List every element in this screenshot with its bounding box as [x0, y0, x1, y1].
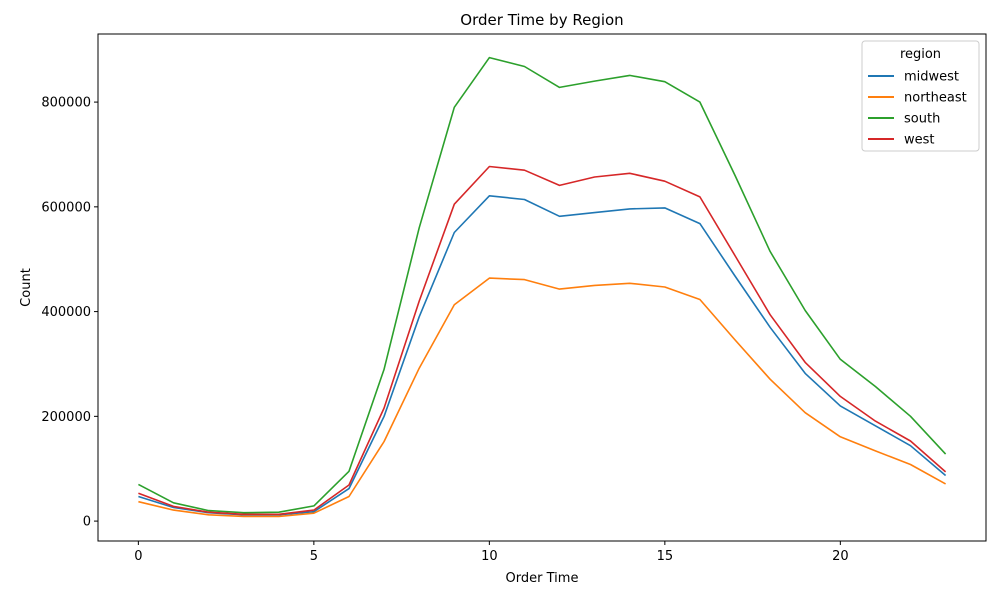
chart-title: Order Time by Region [460, 11, 623, 29]
legend-items: midwest northeast south west [868, 70, 967, 148]
y-tick-label: 400000 [41, 305, 91, 320]
x-axis: 0 5 10 15 20 [134, 541, 849, 564]
legend-box [861, 40, 980, 152]
y-axis-label: Count [19, 268, 34, 307]
legend-label: midwest [904, 70, 959, 85]
series-line-south [138, 56, 947, 514]
series-line-west [138, 165, 947, 516]
legend-title: region [900, 47, 941, 62]
legend-item-west: west [868, 133, 935, 148]
x-axis-label: Order Time [506, 571, 579, 586]
x-tick-label: 20 [832, 549, 849, 564]
y-tick-label: 600000 [41, 200, 91, 215]
plot-area-frame [97, 33, 987, 542]
legend-item-northeast: northeast [868, 91, 967, 106]
y-tick-label: 800000 [41, 96, 91, 111]
legend-item-south: south [868, 112, 940, 127]
legend-label: south [904, 112, 940, 127]
series-line-northeast [138, 277, 946, 518]
series-line-midwest [138, 195, 947, 516]
x-tick-label: 0 [134, 549, 142, 564]
y-axis: 0 200000 400000 600000 800000 [41, 96, 98, 530]
y-tick-label: 200000 [41, 410, 91, 425]
legend-label: west [904, 133, 935, 148]
x-tick-label: 5 [310, 549, 318, 564]
legend-label: northeast [904, 91, 967, 106]
x-tick-label: 10 [481, 549, 498, 564]
legend: region midwest northeast south west [861, 40, 980, 152]
legend-item-midwest: midwest [868, 70, 959, 85]
y-tick-label: 0 [83, 515, 91, 530]
x-tick-label: 15 [657, 549, 674, 564]
series-lines [138, 56, 947, 518]
